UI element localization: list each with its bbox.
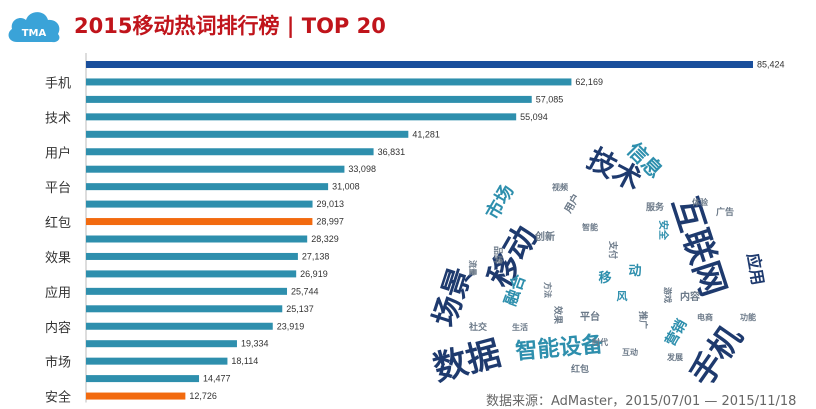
bar-1 [86,61,753,68]
word-cloud-word: 安全 [657,220,670,241]
value-label-10: 28,997 [316,217,344,227]
word-cloud-word: 数据 [429,333,505,389]
category-label-20: 安全 [45,390,71,406]
word-cloud-word: 功能 [740,312,756,322]
page-title: 2015移动热词排行榜 | TOP 20 [74,14,386,38]
bar-5 [86,130,409,138]
bar-16 [86,322,273,330]
word-cloud-word: 风 [617,289,628,303]
bar-11 [86,235,308,243]
cloud-icon [8,12,60,43]
bar-7 [86,165,345,173]
word-cloud-word: 体验 [692,197,709,207]
word-cloud-word: 手机 [682,319,750,393]
word-cloud-word: 社交 [468,321,487,333]
word-cloud-word: 视频 [552,182,568,192]
value-label-1: 85,424 [757,60,785,70]
bar-19 [86,375,200,383]
source-note: 数据来源：AdMaster，2015/07/01 — 2015/11/18 [486,394,797,409]
word-cloud-word: 服务 [646,201,665,213]
category-label-10: 红包 [45,215,71,231]
bar-10 [86,218,313,226]
value-label-2: 62,169 [575,77,603,87]
bar-12 [86,252,298,260]
value-label-6: 36,831 [378,147,406,157]
value-label-15: 25,137 [286,304,314,314]
word-cloud-word: 平台 [580,310,600,323]
value-label-9: 29,013 [317,199,345,209]
word-cloud-word: 应用 [743,252,767,287]
value-label-3: 57,085 [536,94,564,104]
word-cloud-word: 品牌 [492,246,504,264]
value-label-12: 27,138 [302,251,330,261]
word-cloud-word: 流量 [468,260,478,276]
value-label-14: 25,744 [291,286,319,296]
category-label-16: 内容 [45,320,71,336]
word-cloud-word: 推广 [637,311,649,329]
value-label-17: 19,334 [241,339,269,349]
word-cloud-word: 时代 [592,337,608,347]
value-label-8: 31,008 [332,182,360,192]
bar-2 [86,78,572,86]
value-label-13: 26,919 [300,269,328,279]
word-cloud-word: 内容 [680,290,700,303]
word-cloud-word: 智能 [582,222,598,232]
word-cloud-word: 智能设备 [514,331,605,365]
word-cloud-word: 广告 [716,206,734,218]
category-label-14: 应用 [45,285,71,301]
bars-layer: 85,424 62,169 手机 57,085 55,094 技术 41,281 36,831… [45,53,785,406]
category-label-6: 用户 [45,145,71,161]
word-cloud-word: 市场 [481,181,518,223]
bar-9 [86,200,313,208]
category-label-12: 效果 [45,251,71,266]
word-cloud-word: 方法 [543,282,553,298]
value-label-16: 23,919 [277,321,305,331]
bar-17 [86,340,237,348]
bar-8 [86,183,329,191]
word-cloud-word: 支付 [607,240,619,259]
word-cloud-word: 游戏 [663,287,673,303]
value-label-19: 14,477 [203,374,231,384]
category-label-4: 技术 [45,111,71,126]
word-cloud-word: 效果 [552,306,564,325]
bar-13 [86,270,297,278]
word-cloud-word: 移 [598,270,611,286]
bar-20 [86,392,186,400]
word-cloud-word: 营销 [662,316,691,349]
bar-3 [86,95,532,103]
word-cloud-word: 红包 [571,363,589,375]
bar-6 [86,148,374,156]
value-label-7: 33,098 [348,164,376,174]
bar-4 [86,113,517,121]
word-cloud-word: 互动 [622,347,638,357]
word-cloud-word: 生活 [512,322,528,332]
bar-15 [86,305,283,313]
word-cloud-word: 创新 [534,230,555,243]
category-label-2: 手机 [45,76,71,91]
word-cloud-word: 动 [628,264,641,279]
value-label-5: 41,281 [412,129,440,139]
word-cloud-word: 发展 [666,352,683,362]
word-cloud-word: 用户 [561,191,583,216]
word-cloud-word: 电商 [697,312,713,322]
tma-logo: TMA [8,12,60,43]
logo-text: TMA [22,28,47,39]
bar-18 [86,357,228,365]
bar-14 [86,287,288,295]
category-label-18: 市场 [45,355,71,371]
value-label-20: 12,726 [189,391,217,401]
value-label-11: 28,329 [311,234,339,244]
value-label-4: 55,094 [520,112,548,122]
category-label-8: 平台 [45,181,71,196]
value-label-18: 18,114 [231,356,258,366]
